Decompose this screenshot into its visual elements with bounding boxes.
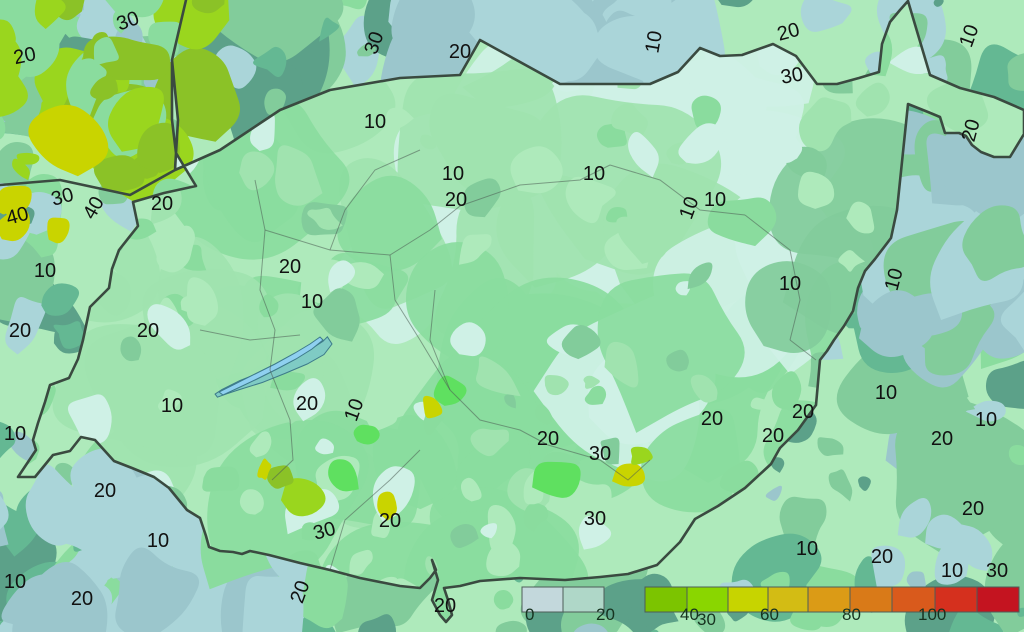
svg-text:10: 10 (442, 163, 464, 185)
svg-text:10: 10 (147, 530, 169, 552)
svg-text:10: 10 (583, 163, 605, 185)
svg-text:20: 20 (279, 256, 301, 278)
svg-text:20: 20 (762, 425, 784, 447)
svg-text:20: 20 (151, 193, 173, 215)
svg-text:10: 10 (875, 382, 897, 404)
svg-text:80: 80 (842, 605, 861, 624)
svg-text:10: 10 (301, 291, 323, 313)
svg-text:100: 100 (918, 605, 946, 624)
svg-text:20: 20 (12, 43, 38, 69)
svg-text:20: 20 (9, 320, 31, 342)
svg-text:20: 20 (931, 428, 953, 450)
svg-text:10: 10 (941, 560, 963, 582)
svg-text:10: 10 (975, 409, 997, 431)
svg-text:10: 10 (796, 538, 818, 560)
svg-text:30: 30 (589, 443, 611, 465)
svg-text:10: 10 (779, 273, 801, 295)
svg-text:10: 10 (4, 571, 26, 593)
svg-text:20: 20 (445, 189, 467, 211)
svg-text:60: 60 (760, 605, 779, 624)
svg-text:20: 20 (137, 320, 159, 342)
svg-text:20: 20 (871, 546, 893, 568)
svg-text:20: 20 (596, 605, 615, 624)
svg-text:30: 30 (697, 610, 716, 629)
svg-text:30: 30 (584, 508, 606, 530)
svg-text:20: 20 (792, 401, 814, 423)
svg-text:20: 20 (449, 41, 471, 63)
svg-text:20: 20 (434, 595, 456, 617)
svg-text:0: 0 (525, 605, 534, 624)
svg-text:10: 10 (161, 395, 183, 417)
svg-text:10: 10 (641, 29, 667, 55)
svg-text:30: 30 (986, 560, 1008, 582)
svg-text:20: 20 (701, 408, 723, 430)
svg-text:20: 20 (71, 588, 93, 610)
svg-text:20: 20 (537, 428, 559, 450)
svg-text:30: 30 (779, 63, 805, 89)
svg-text:10: 10 (364, 111, 386, 133)
svg-text:10: 10 (34, 260, 56, 282)
svg-text:20: 20 (94, 480, 116, 502)
svg-text:20: 20 (962, 498, 984, 520)
svg-text:10: 10 (4, 423, 26, 445)
svg-text:10: 10 (704, 189, 726, 211)
svg-text:20: 20 (296, 393, 318, 415)
svg-text:20: 20 (379, 510, 401, 532)
